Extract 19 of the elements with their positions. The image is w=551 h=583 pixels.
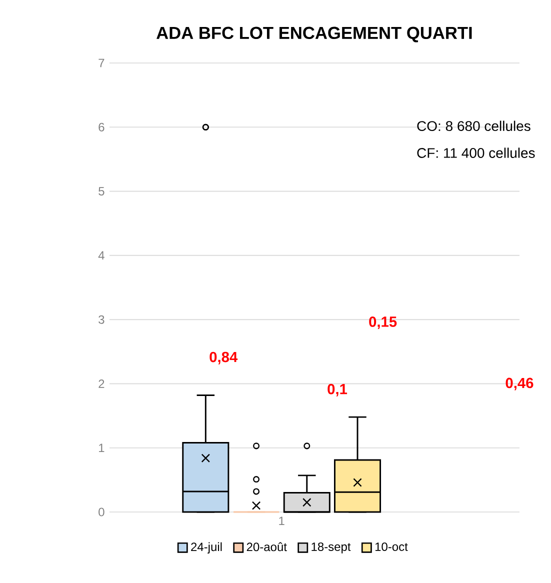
y-tick-label: 5 [98, 187, 104, 196]
annotation: CF: 11 400 cellules [417, 148, 535, 158]
legend-label: 24-juil [191, 542, 222, 554]
y-tick-label: 0 [98, 508, 104, 516]
legend-label: 10-oct [376, 542, 408, 551]
y-tick-label: 6 [98, 122, 104, 132]
y-tick-label: 1 [99, 444, 104, 452]
y-tick-label: 2 [98, 380, 104, 388]
annotation: 0,84 [210, 352, 238, 364]
legend-label: 18-sept [312, 542, 351, 554]
y-tick-label: 3 [98, 315, 104, 324]
y-tick-label: 4 [98, 251, 105, 260]
annotation: 0,15 [369, 316, 397, 330]
annotation: 0,46 [506, 378, 534, 390]
y-tick-label: 7 [98, 58, 104, 68]
chart-title: ADA BFC LOT ENCAGEMENT QUARTI [156, 26, 472, 42]
annotation: 0,1 [328, 384, 348, 396]
legend-label: 20-août [246, 542, 287, 552]
annotation: CO: 8 680 cellules [417, 120, 530, 132]
